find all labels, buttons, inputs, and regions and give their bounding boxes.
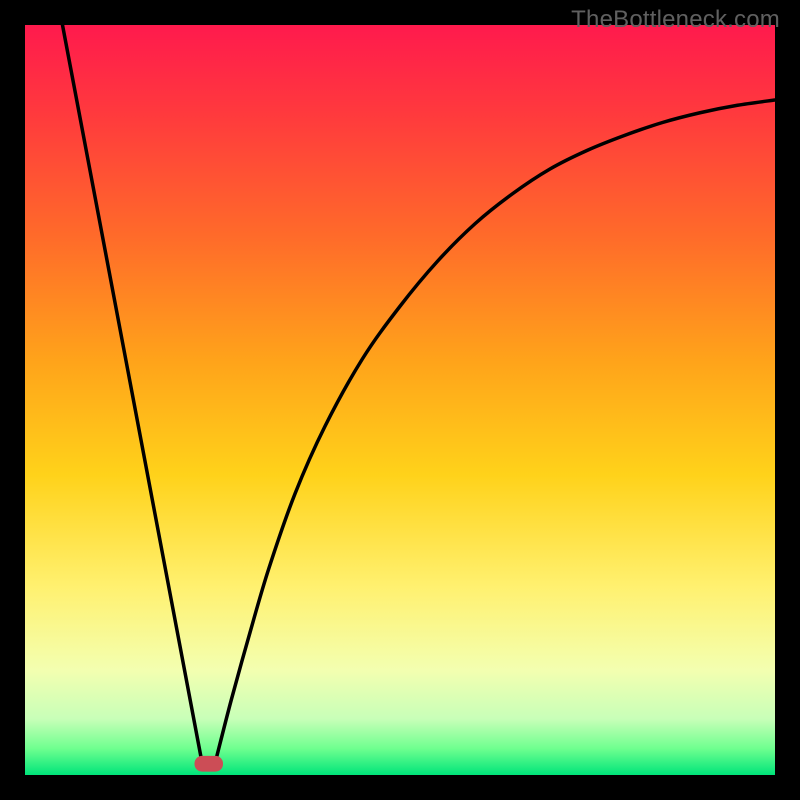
minimum-marker [195,756,224,772]
watermark-text: TheBottleneck.com [571,6,780,34]
chart-frame: TheBottleneck.com [0,0,800,800]
bottleneck-chart [25,25,775,775]
plot-background [25,25,775,775]
